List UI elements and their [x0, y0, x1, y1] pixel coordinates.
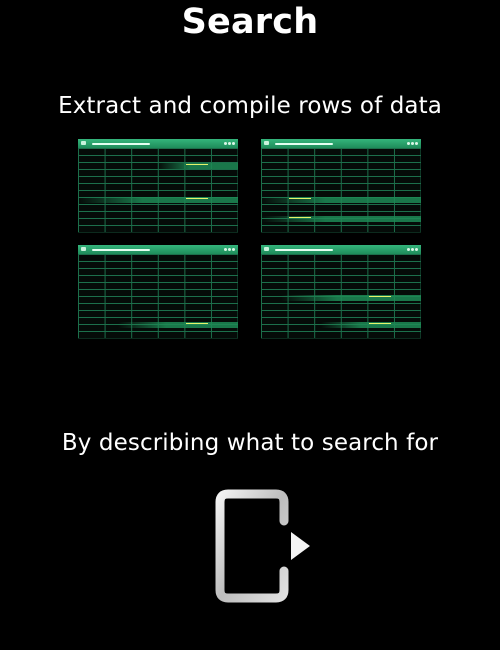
page-title: Search [181, 2, 319, 42]
subtitle-extract: Extract and compile rows of data [58, 93, 442, 119]
spreadsheet-thumbnail-4 [261, 245, 421, 339]
highlighted-row [261, 216, 421, 222]
spreadsheet-title-bar [261, 245, 421, 254]
spreadsheet-thumbnail-2 [261, 139, 421, 233]
subtitle-describe: By describing what to search for [61, 430, 439, 456]
exit-arrow-icon [215, 489, 310, 603]
spreadsheet-title-bar [78, 245, 238, 254]
spreadsheet-title-bar [78, 139, 238, 148]
highlighted-row [281, 295, 421, 301]
spreadsheet-title-bar [261, 139, 421, 148]
highlighted-row [261, 197, 421, 203]
highlighted-row [158, 163, 238, 169]
highlighted-row [78, 197, 238, 203]
spreadsheet-thumbnail-1 [78, 139, 238, 233]
highlighted-row [321, 322, 421, 328]
highlighted-row [118, 322, 238, 328]
spreadsheet-thumbnail-3 [78, 245, 238, 339]
spreadsheet-grid [78, 148, 238, 232]
